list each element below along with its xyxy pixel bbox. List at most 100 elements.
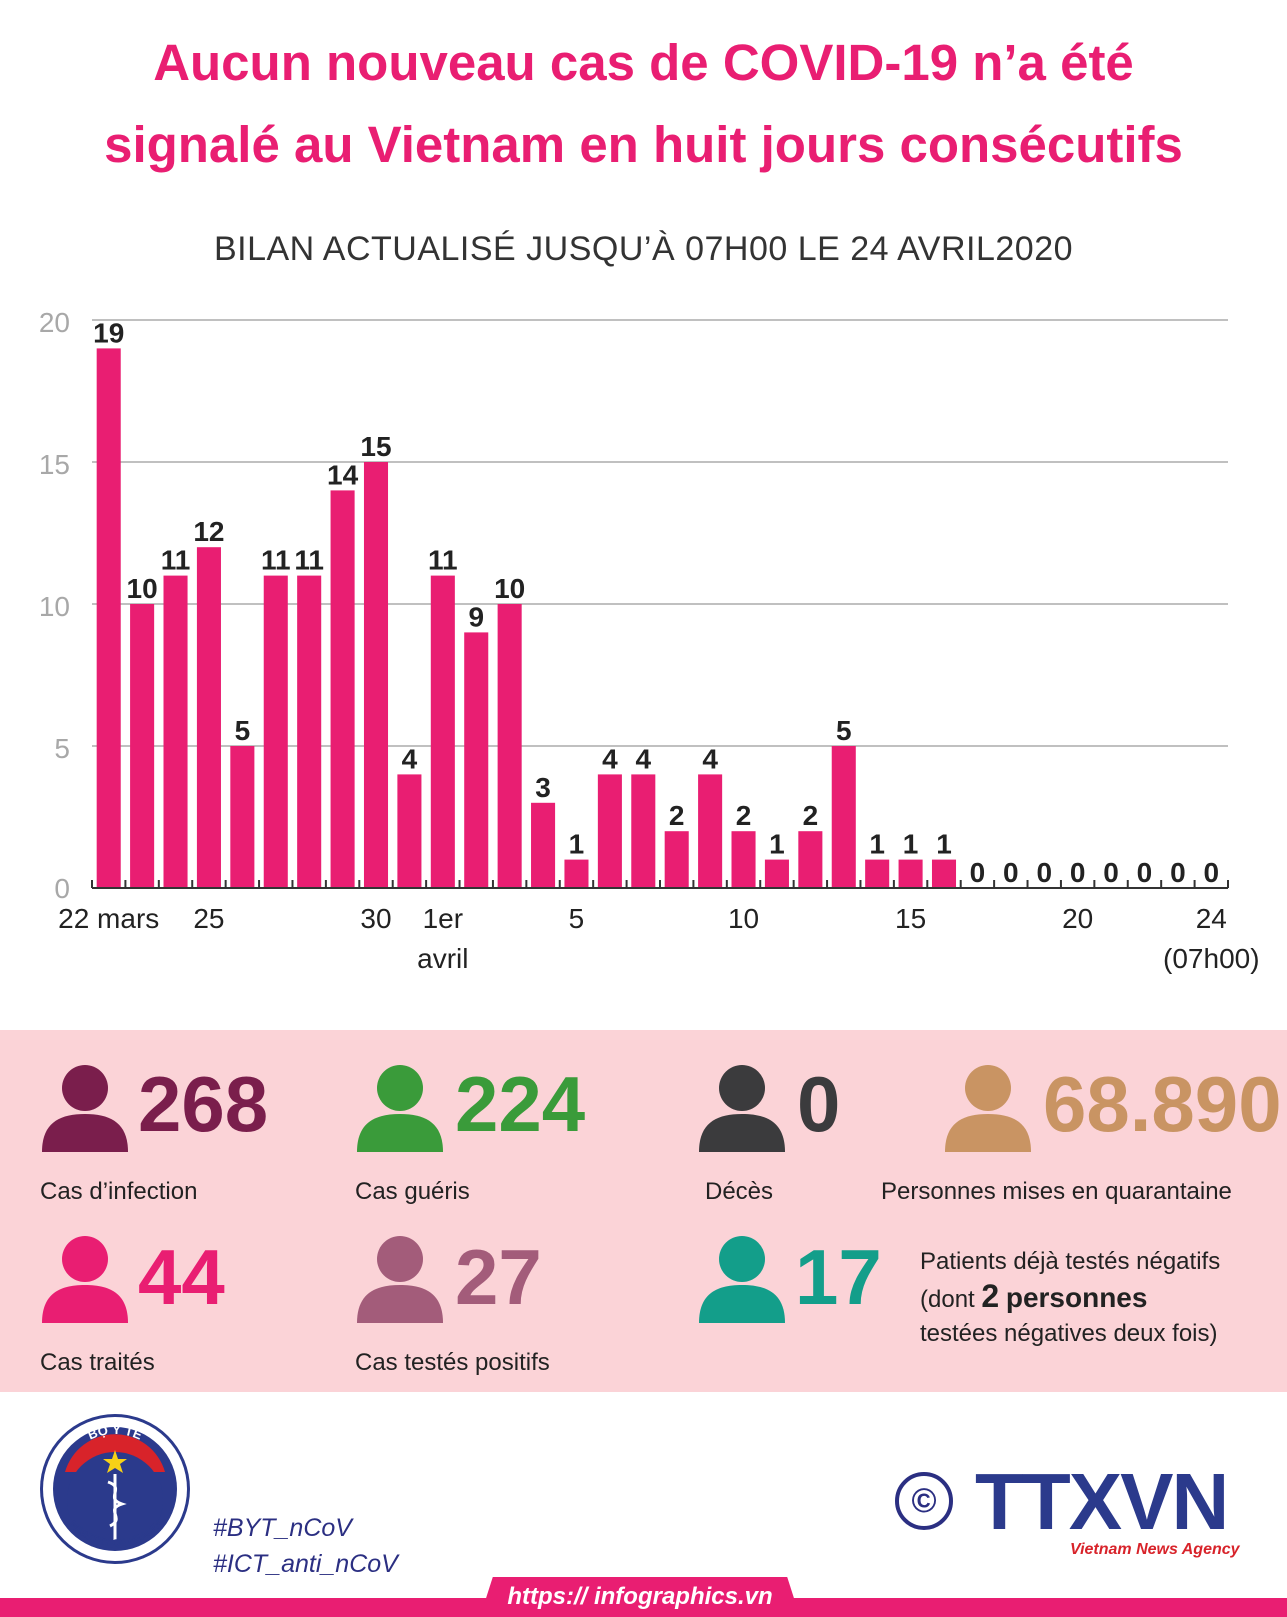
x-tick-label: 20: [1062, 903, 1093, 934]
recovered-label: Cas guéris: [355, 1178, 470, 1205]
recovered-count: 224: [455, 1060, 586, 1148]
x-tick-label: (07h00): [1163, 943, 1260, 974]
hashtag-byt[interactable]: #BYT_nCoV: [213, 1514, 352, 1542]
ministry-top-text: BỘ Y TẾ: [86, 1422, 145, 1443]
negative-count: 17: [795, 1233, 882, 1321]
data-label: 10: [127, 573, 158, 604]
data-label: 0: [1070, 857, 1086, 888]
x-tick-label: avril: [417, 943, 468, 974]
negative-note-bold: personnes: [1005, 1282, 1148, 1313]
bar: [163, 575, 188, 888]
copyright-icon: ©: [895, 1472, 953, 1530]
hashtag-ict[interactable]: #ICT_anti_nCoV: [213, 1550, 398, 1578]
data-label: 9: [468, 601, 484, 632]
negative-note-count: 2: [981, 1278, 1000, 1314]
data-label: 1: [769, 829, 785, 860]
star-icon: [103, 1450, 127, 1473]
ministry-of-health-logo: BỘ Y TẾ MINISTRY OF HEALTH: [40, 1414, 190, 1564]
bar: [631, 774, 656, 888]
bar: [430, 575, 455, 888]
data-label: 15: [360, 431, 391, 462]
bar: [96, 348, 121, 888]
data-label: 0: [1204, 857, 1220, 888]
x-tick-label: 22 mars: [58, 903, 159, 934]
website-link[interactable]: https:// infographics.vn: [480, 1577, 800, 1617]
person-icon: [357, 1236, 443, 1323]
data-label: 11: [261, 545, 291, 576]
y-tick-label: 15: [39, 449, 70, 480]
treated-count: 44: [138, 1233, 225, 1321]
hashtags: #BYT_nCoV #ICT_anti_nCoV: [213, 1510, 398, 1582]
data-label: 0: [1137, 857, 1153, 888]
data-label: 12: [193, 516, 224, 547]
stats-panel: [0, 1030, 1287, 1392]
bar: [798, 831, 823, 888]
title-line-1: Aucun nouveau cas de COVID-19 n’a été: [153, 34, 1134, 91]
data-label: 1: [869, 829, 885, 860]
bar: [731, 831, 756, 888]
treated-label: Cas traités: [40, 1349, 155, 1376]
person-icon: [42, 1065, 128, 1152]
bar: [564, 859, 589, 888]
serpent-icon: [107, 1480, 127, 1528]
data-label: 1: [903, 829, 919, 860]
data-label: 10: [494, 573, 525, 604]
data-label: 14: [327, 459, 359, 490]
bar: [664, 831, 689, 888]
infection-count: 268: [138, 1060, 269, 1148]
data-label: 4: [402, 743, 418, 774]
quarantine-count: 68.890: [1043, 1060, 1282, 1148]
x-tick-label: 25: [193, 903, 224, 934]
bar: [297, 575, 322, 888]
data-label: 2: [803, 800, 819, 831]
data-label: 5: [836, 715, 852, 746]
x-tick-label: 30: [360, 903, 391, 934]
ttxvn-logo: TTXVN: [975, 1457, 1229, 1546]
data-label: 4: [702, 743, 718, 774]
bar: [931, 859, 957, 888]
deaths-label: Décès: [705, 1178, 774, 1205]
data-label: 19: [93, 317, 124, 348]
infection-label: Cas d’infection: [40, 1178, 198, 1205]
data-label: 4: [636, 743, 652, 774]
negative-note-line-2: (dont 2 personnes: [920, 1279, 1220, 1317]
bar: [330, 490, 355, 888]
bar: [263, 575, 288, 888]
chart-subtitle: BILAN ACTUALISÉ JUSQU’À 07H00 LE 24 AVRI…: [213, 230, 1074, 268]
bar: [831, 746, 856, 888]
bar: [865, 859, 890, 888]
data-label: 11: [294, 545, 324, 576]
person-icon: [945, 1065, 1031, 1152]
x-tick-label: 24: [1196, 903, 1227, 934]
bar: [363, 462, 389, 888]
negative-note-line-3: testées négatives deux fois): [920, 1320, 1218, 1347]
x-tick-label: 10: [728, 903, 759, 934]
page-title: Aucun nouveau cas de COVID-19 n’a été si…: [0, 22, 1287, 186]
negative-note-line-1: Patients déjà testés négatifs: [920, 1248, 1221, 1275]
x-tick-label: 5: [569, 903, 585, 934]
person-icon: [42, 1236, 128, 1323]
bar: [464, 632, 489, 888]
bar: [497, 604, 522, 888]
negative-note-prefix: (dont: [920, 1286, 975, 1313]
data-label: 11: [428, 545, 458, 576]
positive-count: 27: [455, 1233, 542, 1321]
y-tick-label: 10: [39, 591, 70, 622]
person-icon: [699, 1236, 785, 1323]
person-icon: [699, 1065, 785, 1152]
bar: [230, 746, 255, 888]
data-label: 1: [569, 829, 585, 860]
bar: [597, 774, 622, 888]
bar: [397, 774, 422, 888]
data-label: 4: [602, 743, 618, 774]
bar: [531, 802, 556, 888]
x-tick-label: 1er: [423, 903, 463, 934]
data-label: 2: [669, 800, 685, 831]
data-label: 0: [1003, 857, 1019, 888]
bar: [898, 859, 923, 888]
data-label: 3: [535, 772, 551, 803]
y-tick-label: 5: [54, 733, 70, 764]
title-line-2: signalé au Vietnam en huit jours consécu…: [104, 116, 1183, 173]
x-tick-label: 15: [895, 903, 926, 934]
